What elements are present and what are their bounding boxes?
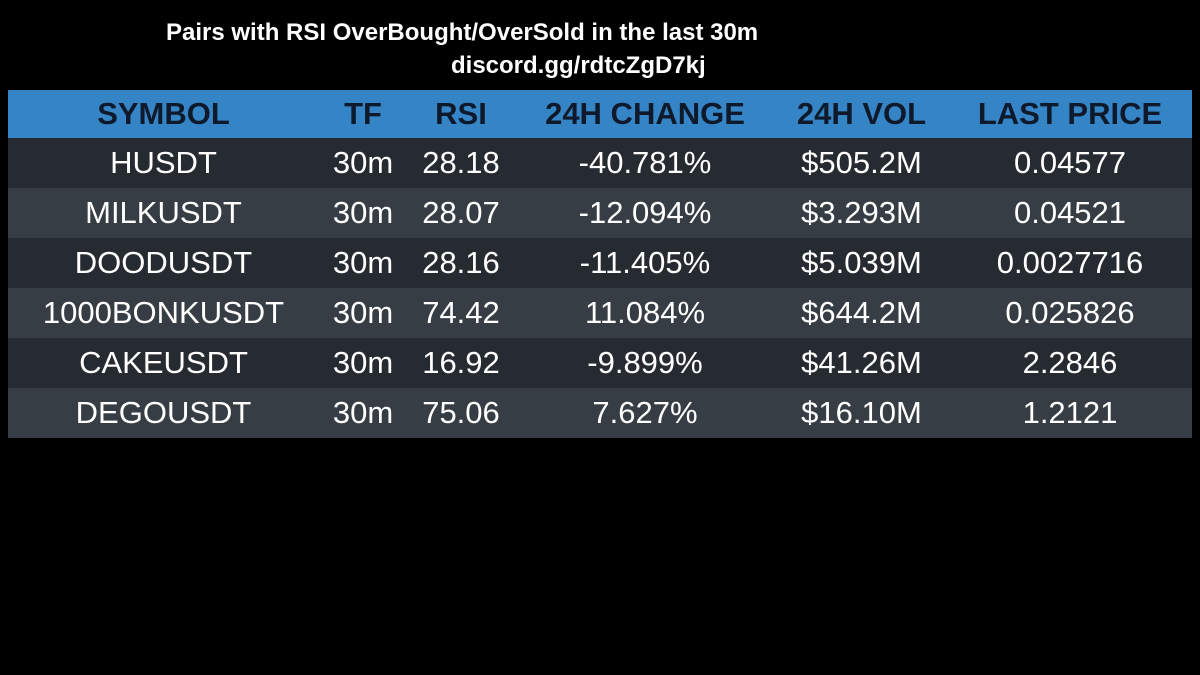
cell-24h-vol: $644.2M (775, 288, 948, 338)
cell-24h-change: -40.781% (515, 138, 775, 188)
cell-24h-change: 11.084% (515, 288, 775, 338)
cell-24h-vol: $3.293M (775, 188, 948, 238)
cell-24h-change: -9.899% (515, 338, 775, 388)
cell-symbol: MILKUSDT (8, 188, 319, 238)
cell-24h-vol: $505.2M (775, 138, 948, 188)
cell-symbol: DEGOUSDT (8, 388, 319, 438)
cell-rsi: 28.07 (407, 188, 515, 238)
cell-last-price: 2.2846 (948, 338, 1192, 388)
cell-tf: 30m (319, 288, 407, 338)
cell-rsi: 75.06 (407, 388, 515, 438)
column-header-24h-change: 24H CHANGE (515, 90, 775, 138)
table-row: 1000BONKUSDT 30m 74.42 11.084% $644.2M 0… (8, 288, 1192, 338)
cell-24h-change: -11.405% (515, 238, 775, 288)
cell-24h-vol: $5.039M (775, 238, 948, 288)
column-header-last-price: LAST PRICE (948, 90, 1192, 138)
cell-symbol: CAKEUSDT (8, 338, 319, 388)
cell-tf: 30m (319, 188, 407, 238)
cell-symbol: 1000BONKUSDT (8, 288, 319, 338)
cell-24h-change: -12.094% (515, 188, 775, 238)
cell-rsi: 16.92 (407, 338, 515, 388)
cell-symbol: HUSDT (8, 138, 319, 188)
cell-24h-change: 7.627% (515, 388, 775, 438)
table-row: DEGOUSDT 30m 75.06 7.627% $16.10M 1.2121 (8, 388, 1192, 438)
cell-rsi: 28.16 (407, 238, 515, 288)
cell-last-price: 0.0027716 (948, 238, 1192, 288)
cell-tf: 30m (319, 338, 407, 388)
cell-last-price: 0.04577 (948, 138, 1192, 188)
cell-24h-vol: $16.10M (775, 388, 948, 438)
table-row: CAKEUSDT 30m 16.92 -9.899% $41.26M 2.284… (8, 338, 1192, 388)
discord-invite-link[interactable]: discord.gg/rdtcZgD7kj (451, 52, 706, 79)
cell-last-price: 0.025826 (948, 288, 1192, 338)
cell-tf: 30m (319, 388, 407, 438)
cell-tf: 30m (319, 238, 407, 288)
table-row: HUSDT 30m 28.18 -40.781% $505.2M 0.04577 (8, 138, 1192, 188)
page-title: Pairs with RSI OverBought/OverSold in th… (166, 19, 759, 46)
table-header-row: SYMBOL TF RSI 24H CHANGE 24H VOL LAST PR… (8, 90, 1192, 138)
cell-rsi: 74.42 (407, 288, 515, 338)
cell-rsi: 28.18 (407, 138, 515, 188)
cell-last-price: 1.2121 (948, 388, 1192, 438)
cell-last-price: 0.04521 (948, 188, 1192, 238)
column-header-symbol: SYMBOL (8, 90, 319, 138)
column-header-24h-vol: 24H VOL (775, 90, 948, 138)
cell-symbol: DOODUSDT (8, 238, 319, 288)
column-header-tf: TF (319, 90, 407, 138)
column-header-rsi: RSI (407, 90, 515, 138)
cell-tf: 30m (319, 138, 407, 188)
table-row: MILKUSDT 30m 28.07 -12.094% $3.293M 0.04… (8, 188, 1192, 238)
cell-24h-vol: $41.26M (775, 338, 948, 388)
table-row: DOODUSDT 30m 28.16 -11.405% $5.039M 0.00… (8, 238, 1192, 288)
rsi-pairs-table: SYMBOL TF RSI 24H CHANGE 24H VOL LAST PR… (8, 90, 1192, 438)
